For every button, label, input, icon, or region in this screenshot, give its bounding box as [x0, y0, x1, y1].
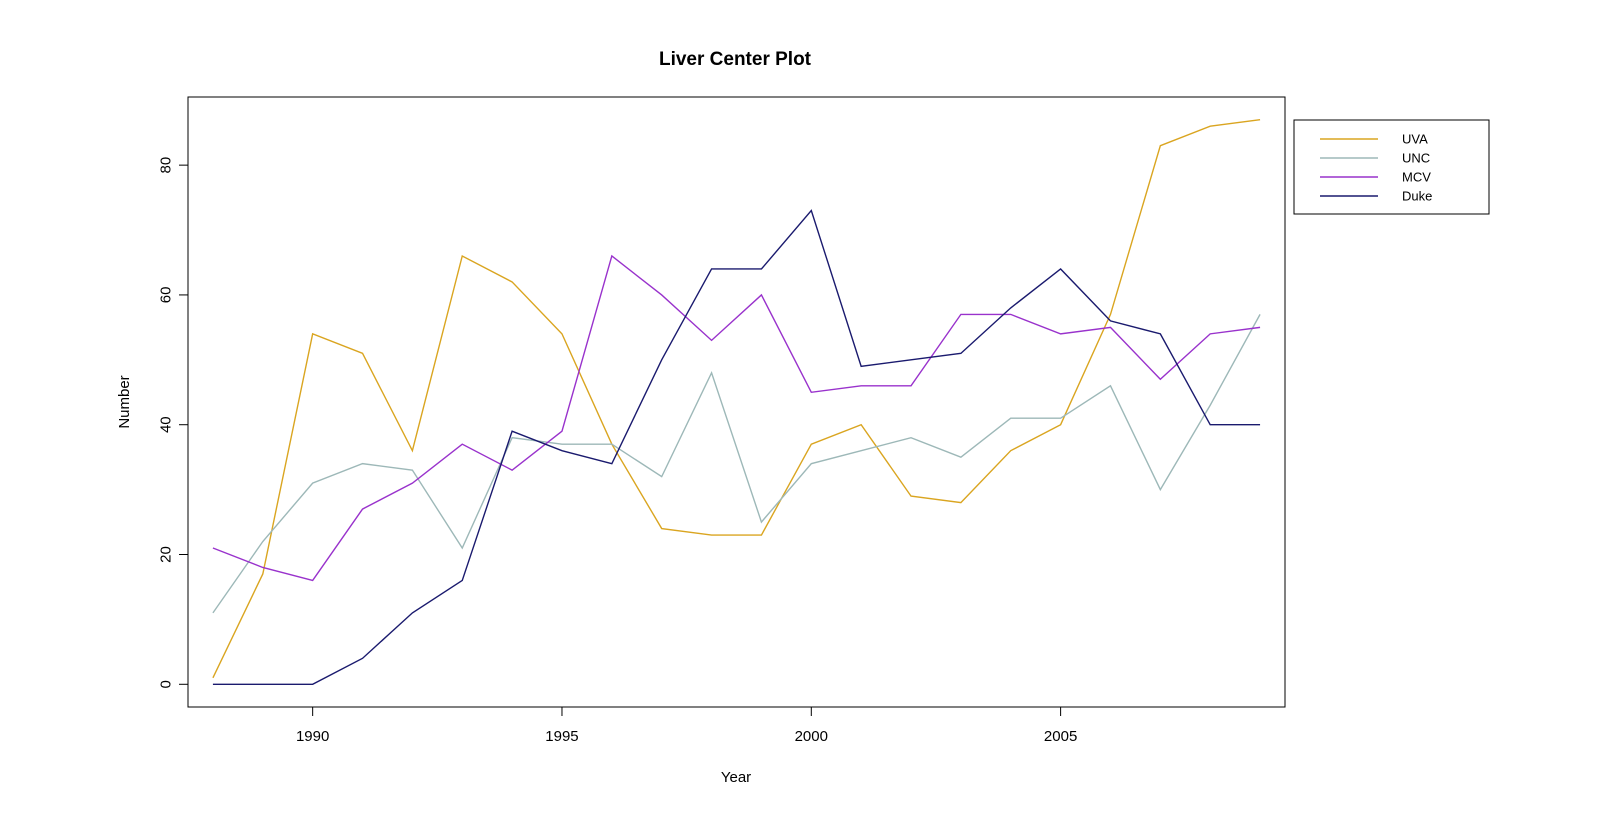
x-tick-label: 2005 — [1044, 728, 1077, 745]
y-tick-label: 80 — [158, 157, 175, 174]
legend-label-unc: UNC — [1402, 151, 1430, 166]
legend-label-mcv: MCV — [1402, 170, 1431, 185]
x-axis: 1990 1995 2000 2005 — [296, 706, 1077, 745]
x-axis-label: Year — [721, 769, 751, 786]
y-tick-label: 60 — [158, 287, 175, 304]
x-tick-label: 1995 — [545, 728, 578, 745]
series-lines — [212, 119, 1261, 685]
y-tick-label: 0 — [158, 680, 175, 688]
legend-label-uva: UVA — [1402, 132, 1428, 147]
series-line-unc — [212, 314, 1261, 614]
y-axis: 0 20 40 60 80 — [158, 157, 189, 688]
series-line-uva — [212, 119, 1261, 679]
chart-title: Liver Center Plot — [659, 49, 812, 70]
plot-frame — [187, 96, 1286, 708]
y-tick-label: 40 — [158, 416, 175, 433]
x-tick-label: 2000 — [795, 728, 828, 745]
legend: UVA UNC MCV Duke — [1293, 119, 1490, 215]
y-tick-label: 20 — [158, 546, 175, 563]
legend-label-duke: Duke — [1402, 189, 1432, 204]
legend-box — [1293, 119, 1490, 215]
x-tick-label: 1990 — [296, 728, 329, 745]
series-line-duke — [212, 209, 1261, 685]
y-axis-label: Number — [116, 375, 133, 428]
series-line-mcv — [212, 254, 1261, 582]
